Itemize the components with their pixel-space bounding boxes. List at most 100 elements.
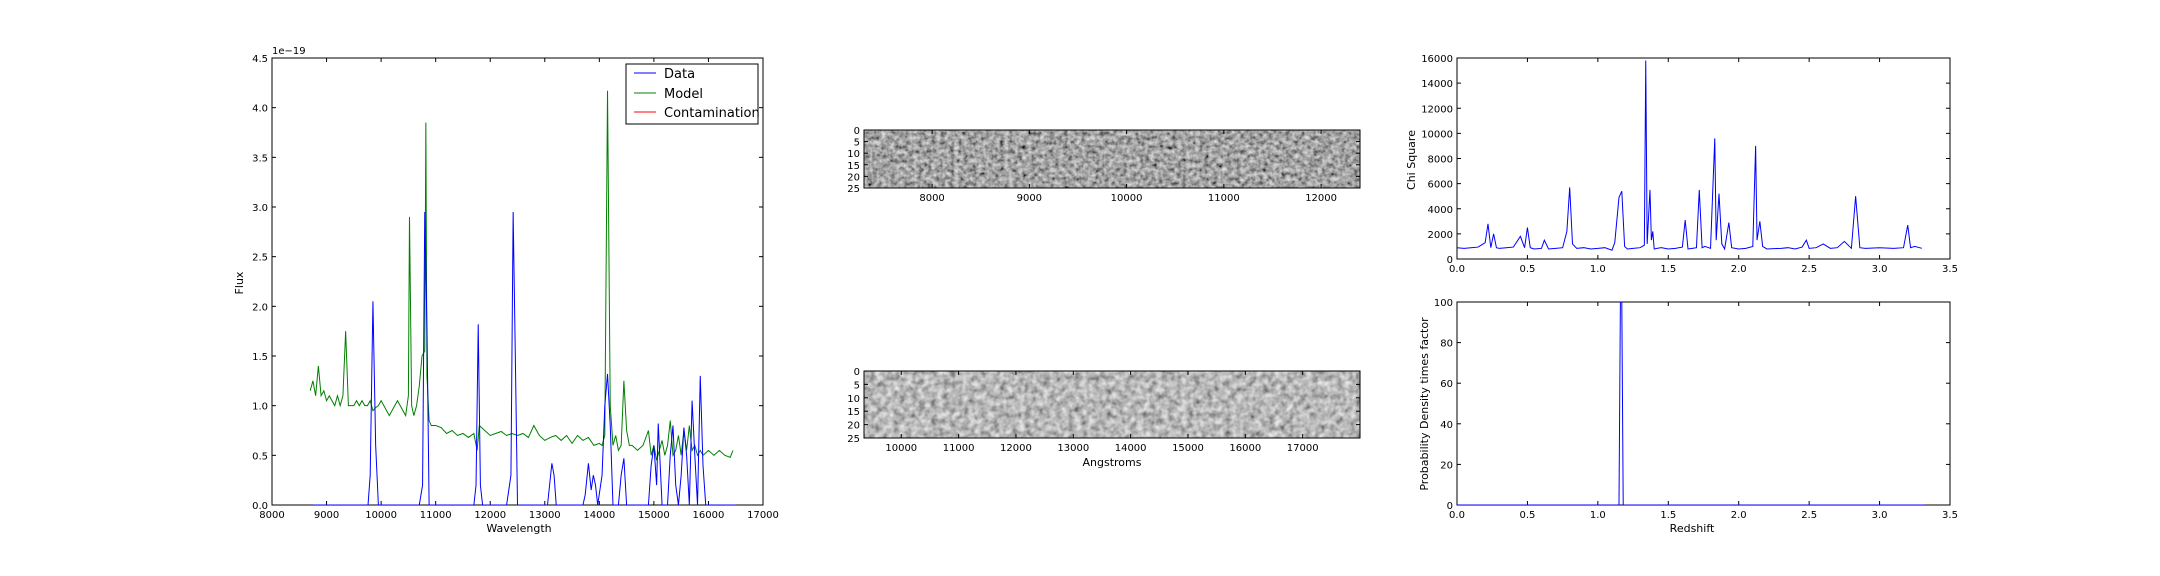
image-bottom-ytick-label: 10 bbox=[847, 394, 860, 405]
chisq-ytick-label: 0 bbox=[1447, 255, 1453, 266]
spectrum-ytick-label: 1.0 bbox=[252, 402, 268, 413]
image-bottom-heatmap bbox=[864, 371, 1360, 438]
chisq-series-line bbox=[1457, 60, 1922, 251]
pdf-xtick-label: 1.5 bbox=[1660, 510, 1676, 521]
model-series-line bbox=[309, 90, 734, 461]
spectrum-plot: 8000 9000 10000 11000 12000 13000 14000 15000 16… bbox=[252, 54, 779, 521]
image-bottom-plot: 10000 11000 12000 13000 14000 15000 16000 17000… bbox=[847, 367, 1361, 454]
pdf-ytick-label: 40 bbox=[1440, 420, 1453, 431]
image-bottom-ytick-label: 0 bbox=[854, 367, 860, 378]
chisq-xtick-label: 0.0 bbox=[1449, 264, 1465, 275]
spectrum-ytick-label: 3.0 bbox=[252, 203, 268, 214]
pdf-xtick-label: 1.0 bbox=[1590, 510, 1606, 521]
spectrum-ytick-label: 0.5 bbox=[252, 451, 268, 462]
image-bottom-xtick-label: 13000 bbox=[1057, 443, 1089, 454]
pdf-plot: 0.0 0.5 1.0 1.5 2.0 2.5 3.0 3.5 0 20 40 60 80 100 bbox=[1434, 298, 1958, 521]
spectrum-xtick-label: 8000 bbox=[259, 510, 284, 521]
spectrum-xtick-label: 12000 bbox=[474, 510, 506, 521]
chisq-xtick-label: 3.5 bbox=[1942, 264, 1958, 275]
pdf-series-line bbox=[1457, 302, 1925, 505]
spectrum-xtick-label: 11000 bbox=[420, 510, 452, 521]
image-top-frame bbox=[863, 129, 1361, 189]
chisq-ytick-label: 10000 bbox=[1421, 129, 1453, 140]
spectrum-xtick-label: 9000 bbox=[314, 510, 339, 521]
image-bottom-frame bbox=[863, 370, 1361, 439]
image-top-ytick-label: 10 bbox=[847, 149, 860, 160]
chisq-ytick-label: 2000 bbox=[1428, 230, 1453, 241]
chisq-xtick-label: 1.5 bbox=[1660, 264, 1676, 275]
chisq-xtick-label: 2.0 bbox=[1731, 264, 1747, 275]
chisq-ytick-label: 12000 bbox=[1421, 104, 1453, 115]
image-top-ytick-label: 5 bbox=[854, 138, 860, 149]
image-top-xtick-label: 11000 bbox=[1208, 193, 1240, 204]
chisq-ytick-label: 4000 bbox=[1428, 205, 1453, 216]
image-top-ytick-label: 15 bbox=[847, 161, 860, 172]
image-top-ytick-label: 20 bbox=[847, 172, 860, 183]
image-bottom-xtick-label: 11000 bbox=[943, 443, 975, 454]
image-bottom-xtick-label: 10000 bbox=[885, 443, 917, 454]
spectrum-ylabel: Flux bbox=[233, 271, 246, 294]
image-top-ytick-label: 25 bbox=[847, 184, 860, 195]
image-bottom-xtick-label: 14000 bbox=[1115, 443, 1147, 454]
image-bottom-xtick-label: 17000 bbox=[1287, 443, 1319, 454]
spectrum-xtick-label: 16000 bbox=[693, 510, 725, 521]
pdf-ytick-label: 0 bbox=[1447, 501, 1453, 512]
spectrum-xtick-label: 17000 bbox=[747, 510, 779, 521]
pdf-xtick-label: 3.0 bbox=[1872, 510, 1888, 521]
image-bottom-ytick-label: 20 bbox=[847, 421, 860, 432]
chisq-ytick-label: 14000 bbox=[1421, 79, 1453, 90]
spectrum-ytick-label: 3.5 bbox=[252, 153, 268, 164]
image-top-xtick-label: 9000 bbox=[1017, 193, 1042, 204]
pdf-ytick-label: 20 bbox=[1440, 460, 1453, 471]
spectrum-legend: Data Model Contamination bbox=[625, 63, 760, 125]
chisq-ytick-label: 16000 bbox=[1421, 54, 1453, 65]
chisq-xtick-label: 2.5 bbox=[1801, 264, 1817, 275]
spectrum-xlabel: Wavelength bbox=[486, 522, 551, 535]
chisq-ylabel: Chi Square bbox=[1405, 130, 1418, 190]
image-top-ytick-label: 0 bbox=[854, 126, 860, 137]
image-top-xtick-label: 12000 bbox=[1305, 193, 1337, 204]
pdf-xtick-label: 0.0 bbox=[1449, 510, 1465, 521]
image-bottom-ytick-label: 5 bbox=[854, 380, 860, 391]
chisq-frame bbox=[1456, 57, 1951, 260]
pdf-xtick-label: 0.5 bbox=[1519, 510, 1535, 521]
pdf-ytick-label: 100 bbox=[1434, 298, 1453, 309]
chisq-xtick-label: 0.5 bbox=[1519, 264, 1535, 275]
image-bottom-ytick-label: 25 bbox=[847, 434, 860, 445]
spectrum-ytick-label: 2.0 bbox=[252, 302, 268, 313]
chisq-plot: 0.0 0.5 1.0 1.5 2.0 2.5 3.0 3.5 0 2000 4000 6000 800… bbox=[1421, 54, 1958, 275]
image-top-xtick-label: 8000 bbox=[919, 193, 944, 204]
image-bottom-xtick-label: 16000 bbox=[1229, 443, 1261, 454]
chisq-ytick-label: 8000 bbox=[1428, 155, 1453, 166]
image-bottom-xlabel: Angstroms bbox=[1083, 456, 1142, 469]
spectrum-xtick-label: 15000 bbox=[638, 510, 670, 521]
legend-entry-data: Data bbox=[664, 67, 695, 82]
spectrum-frame bbox=[271, 57, 764, 506]
chisq-xtick-label: 1.0 bbox=[1590, 264, 1606, 275]
spectrum-ytick-label: 4.0 bbox=[252, 104, 268, 115]
pdf-xlabel: Redshift bbox=[1670, 522, 1715, 535]
legend-entry-contamination: Contamination bbox=[664, 106, 760, 121]
spectrum-xtick-label: 13000 bbox=[529, 510, 561, 521]
image-bottom-xtick-label: 12000 bbox=[1000, 443, 1032, 454]
data-series-line bbox=[312, 211, 736, 505]
image-bottom-xtick-label: 15000 bbox=[1172, 443, 1204, 454]
pdf-xtick-label: 2.5 bbox=[1801, 510, 1817, 521]
spectrum-xtick-label: 10000 bbox=[365, 510, 397, 521]
spectrum-ytick-label: 1.5 bbox=[252, 352, 268, 363]
spectrum-offset-text: 1e−19 bbox=[272, 46, 306, 57]
chisq-xtick-label: 3.0 bbox=[1872, 264, 1888, 275]
pdf-ytick-label: 60 bbox=[1440, 379, 1453, 390]
pdf-ylabel: Probability Density times factor bbox=[1418, 317, 1431, 491]
legend-frame bbox=[625, 63, 759, 125]
spectrum-ytick-label: 4.5 bbox=[252, 54, 268, 65]
pdf-xtick-label: 2.0 bbox=[1731, 510, 1747, 521]
spectrum-ytick-label: 2.5 bbox=[252, 253, 268, 264]
legend-entry-model: Model bbox=[664, 87, 703, 102]
pdf-frame bbox=[1456, 301, 1951, 506]
image-bottom-ytick-label: 15 bbox=[847, 407, 860, 418]
chisq-ytick-label: 6000 bbox=[1428, 180, 1453, 191]
image-top-heatmap bbox=[864, 130, 1360, 188]
